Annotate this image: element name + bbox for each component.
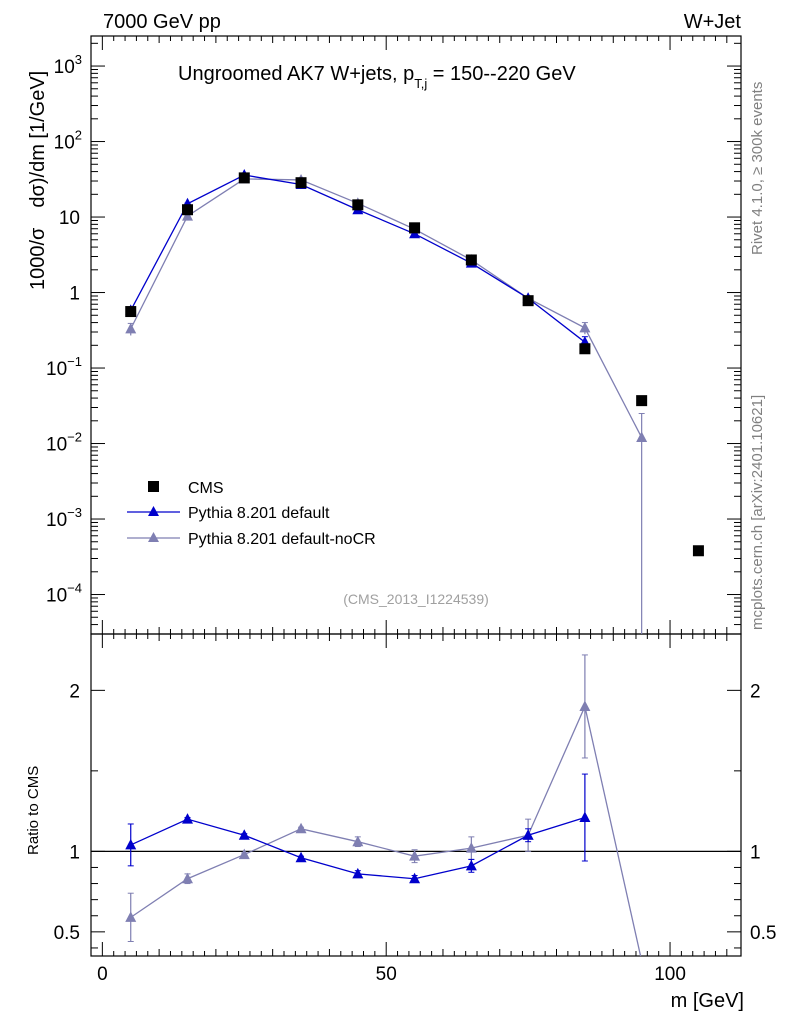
ratio-point-default (579, 811, 591, 823)
main-series-marks (125, 169, 704, 634)
ratio-point-default (465, 859, 477, 871)
ratio-point-nocr (295, 822, 307, 834)
ratio-point-default (352, 867, 364, 879)
main-point-cms (465, 254, 477, 266)
ratio-point-nocr (238, 848, 250, 860)
main-point-cms (295, 177, 307, 189)
main-point-cms (692, 545, 704, 557)
ratio-y-label: Ratio to CMS (25, 766, 42, 855)
ratio-point-nocr (579, 700, 591, 711)
main-y-tick-label: 10−1 (46, 354, 82, 380)
legend: CMS Pythia 8.201 default Pythia 8.201 de… (127, 480, 376, 548)
legend-default-marker (148, 506, 159, 516)
ratio-y-tick-label: 1 (69, 842, 80, 863)
ratio-line-nocr (130, 704, 642, 957)
legend-cms-label: CMS (188, 480, 224, 497)
main-y-tick-label: 1 (69, 284, 80, 305)
legend-nocr-marker (148, 532, 159, 542)
ratio-point-default (238, 829, 250, 840)
main-y-label: 1000/σdσ)/dm [1/GeV] (27, 71, 49, 290)
main-point-cms (182, 204, 194, 216)
ratio-series-marks (125, 654, 642, 957)
ratio-point-nocr (352, 835, 364, 847)
main-point-cms (636, 395, 648, 407)
ratio-point-nocr (182, 872, 194, 884)
header-left: 7000 GeV pp (103, 11, 221, 33)
main-point-cms (579, 343, 591, 355)
main-y-tick-label: 10−4 (46, 581, 82, 607)
ratio-y-tick-label-right: 0.5 (750, 923, 776, 944)
mcplots-label: mcplots.cern.ch [arXiv:2401.10621] (749, 395, 766, 630)
ratio-point-default (125, 838, 137, 850)
legend-cms-marker (148, 481, 159, 492)
main-y-tick-label: 10 (59, 208, 80, 229)
main-point-cms (238, 172, 250, 184)
x-tick-label: 50 (376, 964, 397, 985)
main-y-tick-label: 102 (54, 128, 82, 154)
ratio-point-nocr (409, 850, 421, 861)
main-point-nocr (125, 322, 137, 334)
ratio-point-nocr (465, 842, 477, 853)
analysis-annotation: (CMS_2013_I1224539) (343, 591, 489, 607)
ratio-point-nocr (125, 911, 137, 922)
main-point-nocr (182, 210, 194, 221)
main-line-nocr (130, 178, 643, 438)
ratio-panel-frame (90, 633, 742, 957)
main-y-tick-label: 10−3 (46, 505, 82, 531)
x-tick-label: 0 (97, 964, 108, 985)
ratio-y-tick-label: 2 (69, 681, 80, 702)
main-title: Ungroomed AK7 W+jets, pT,j = 150--220 Ge… (178, 63, 576, 91)
main-y-tick-label: 103 (54, 52, 82, 78)
main-point-nocr (579, 321, 591, 333)
main-point-cms (522, 295, 534, 307)
main-point-cms (352, 199, 364, 211)
ratio-point-default (295, 851, 307, 863)
rivet-label: Rivet 4.1.0, ≥ 300k events (749, 82, 766, 255)
main-point-nocr (636, 431, 648, 443)
ratio-point-default (522, 829, 534, 840)
main-point-cms (125, 306, 137, 318)
ratio-y-tick-label-right: 2 (750, 681, 761, 702)
main-y-tick-label: 10−2 (46, 430, 82, 456)
ratio-y-tick-label-right: 1 (750, 842, 761, 863)
x-tick-label: 100 (654, 964, 686, 985)
legend-default-label: Pythia 8.201 default (188, 505, 330, 522)
ratio-y-tick-label: 0.5 (54, 923, 80, 944)
main-point-cms (409, 222, 421, 234)
x-axis-label: m [GeV] (671, 990, 744, 1012)
legend-nocr-label: Pythia 8.201 default-noCR (188, 531, 376, 548)
ratio-point-default (409, 872, 421, 884)
header-right: W+Jet (684, 11, 742, 33)
ratio-point-default (182, 813, 194, 824)
ratio-axis-ticks: 0.5 0.5 1 1 2 2 0 50 100 (54, 634, 776, 985)
